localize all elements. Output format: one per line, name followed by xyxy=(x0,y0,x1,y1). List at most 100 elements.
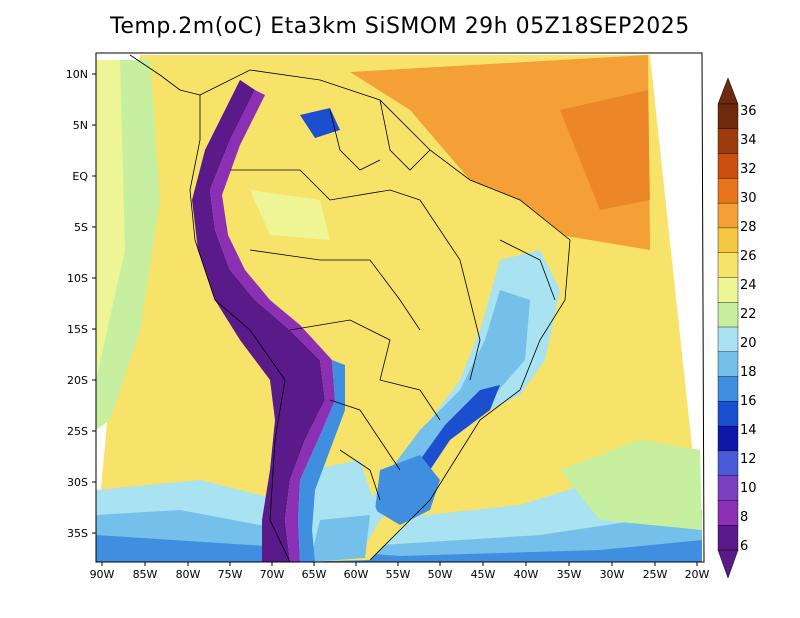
lon-tick: 40W xyxy=(514,562,539,581)
colorbar-label: 8 xyxy=(740,510,748,525)
lon-label: 40W xyxy=(514,568,539,581)
lat-tick: 5N xyxy=(73,119,96,132)
lon-label: 75W xyxy=(218,568,243,581)
colorbar-label: 20 xyxy=(740,336,757,351)
lat-tick: 5S xyxy=(74,221,96,234)
country-borders xyxy=(129,54,571,562)
colorbar-segment xyxy=(717,475,739,502)
colorbar-segment xyxy=(717,227,739,254)
lat-label: 5N xyxy=(73,119,88,132)
lon-tick: 25W xyxy=(643,562,668,581)
lat-tick: EQ xyxy=(72,170,96,183)
lon-tick: 20W xyxy=(685,562,710,581)
colorbar-segment xyxy=(717,252,739,279)
lat-label: 20S xyxy=(67,374,88,387)
colorbar-segment xyxy=(717,450,739,477)
colorbar-bottom-arrow xyxy=(717,549,739,579)
warm-atlantic-core xyxy=(560,90,650,210)
lon-label: 55W xyxy=(386,568,411,581)
lon-label: 60W xyxy=(344,568,369,581)
colorbar-label: 30 xyxy=(740,191,757,206)
south-coldest-region xyxy=(96,535,702,562)
colorbar-segment xyxy=(717,153,739,180)
andes-range xyxy=(192,80,325,562)
colorbar-label: 14 xyxy=(740,423,757,438)
lat-label: 15S xyxy=(67,323,88,336)
lon-label: 65W xyxy=(302,568,327,581)
lat-label: 25S xyxy=(67,425,88,438)
lon-tick: 80W xyxy=(176,562,201,581)
lon-label: 25W xyxy=(643,568,668,581)
map-frame xyxy=(95,52,705,563)
pacific-light-band xyxy=(96,60,125,380)
colorbar-segment xyxy=(717,376,739,403)
lon-label: 90W xyxy=(90,568,115,581)
lon-label: 30W xyxy=(600,568,625,581)
amazon-cool-patch xyxy=(250,190,330,240)
lat-tick: 10S xyxy=(67,272,96,285)
colorbar-segment xyxy=(717,128,739,155)
lon-tick: 45W xyxy=(471,562,496,581)
lon-label: 45W xyxy=(471,568,496,581)
south-brazil-cold xyxy=(375,455,440,525)
brazil-highland-coldest xyxy=(420,385,500,470)
colorbar-segment xyxy=(717,425,739,452)
lon-label: 35W xyxy=(557,568,582,581)
lat-tick: 15S xyxy=(67,323,96,336)
colorbar-segment xyxy=(717,302,739,328)
colorbar-label: 28 xyxy=(740,220,757,235)
colorbar-segment xyxy=(717,401,739,427)
colorbar-segment xyxy=(717,277,739,303)
lon-tick: 55W xyxy=(386,562,411,581)
colorbar-label: 26 xyxy=(740,249,757,264)
lon-label: 70W xyxy=(260,568,285,581)
lat-tick: 35S xyxy=(67,527,96,540)
colorbar-label: 24 xyxy=(740,278,757,293)
colorbar-top-arrow xyxy=(717,77,739,105)
temperature-field xyxy=(96,54,702,562)
lat-label: 5S xyxy=(74,221,88,234)
colorbar-segment xyxy=(717,351,739,378)
lat-tick: 20S xyxy=(67,374,96,387)
lon-tick: 75W xyxy=(218,562,243,581)
lon-tick: 35W xyxy=(557,562,582,581)
colorbar-label: 36 xyxy=(740,104,757,119)
colorbar-segment xyxy=(717,202,739,229)
lon-tick: 30W xyxy=(600,562,625,581)
longitude-axis: 90W 85W 80W 75W 70W 65W 60W 55W 50W 45W … xyxy=(90,562,710,581)
brazil-highland-colder xyxy=(390,290,530,490)
pampas-colder xyxy=(310,515,370,562)
venezuela-highland-cool xyxy=(300,108,340,138)
lon-tick: 50W xyxy=(428,562,453,581)
lat-label: 30S xyxy=(67,476,88,489)
colorbar: 36 34 32 30 28 26 24 22 20 18 16 14 12 1… xyxy=(717,77,757,579)
lon-tick: 65W xyxy=(302,562,327,581)
lon-label: 80W xyxy=(176,568,201,581)
colorbar-label: 32 xyxy=(740,162,757,177)
colorbar-segment xyxy=(717,525,739,551)
lon-tick: 60W xyxy=(344,562,369,581)
colorbar-segments xyxy=(717,103,739,551)
lat-label: EQ xyxy=(72,170,88,183)
colorbar-label: 6 xyxy=(740,539,748,554)
lon-tick: 70W xyxy=(260,562,285,581)
colorbar-segment xyxy=(717,500,739,526)
colorbar-segment xyxy=(717,178,739,204)
colorbar-segment xyxy=(717,326,739,353)
colorbar-label: 16 xyxy=(740,394,757,409)
lon-label: 20W xyxy=(685,568,710,581)
lat-tick: 25S xyxy=(67,425,96,438)
lon-tick: 85W xyxy=(133,562,158,581)
colorbar-label: 34 xyxy=(740,133,757,148)
andes-blue-edge xyxy=(298,360,345,562)
warm-atlantic-region xyxy=(350,55,650,250)
lat-label: 35S xyxy=(67,527,88,540)
lon-label: 85W xyxy=(133,568,158,581)
lon-tick: 90W xyxy=(90,562,115,581)
colorbar-label: 18 xyxy=(740,365,757,380)
map-title: Temp.2m(oC) Eta3km SiSMOM 29h 05Z18SEP20… xyxy=(110,14,690,39)
lat-tick: 30S xyxy=(67,476,96,489)
lat-tick: 10N xyxy=(66,68,96,81)
colorbar-label: 22 xyxy=(740,307,757,322)
